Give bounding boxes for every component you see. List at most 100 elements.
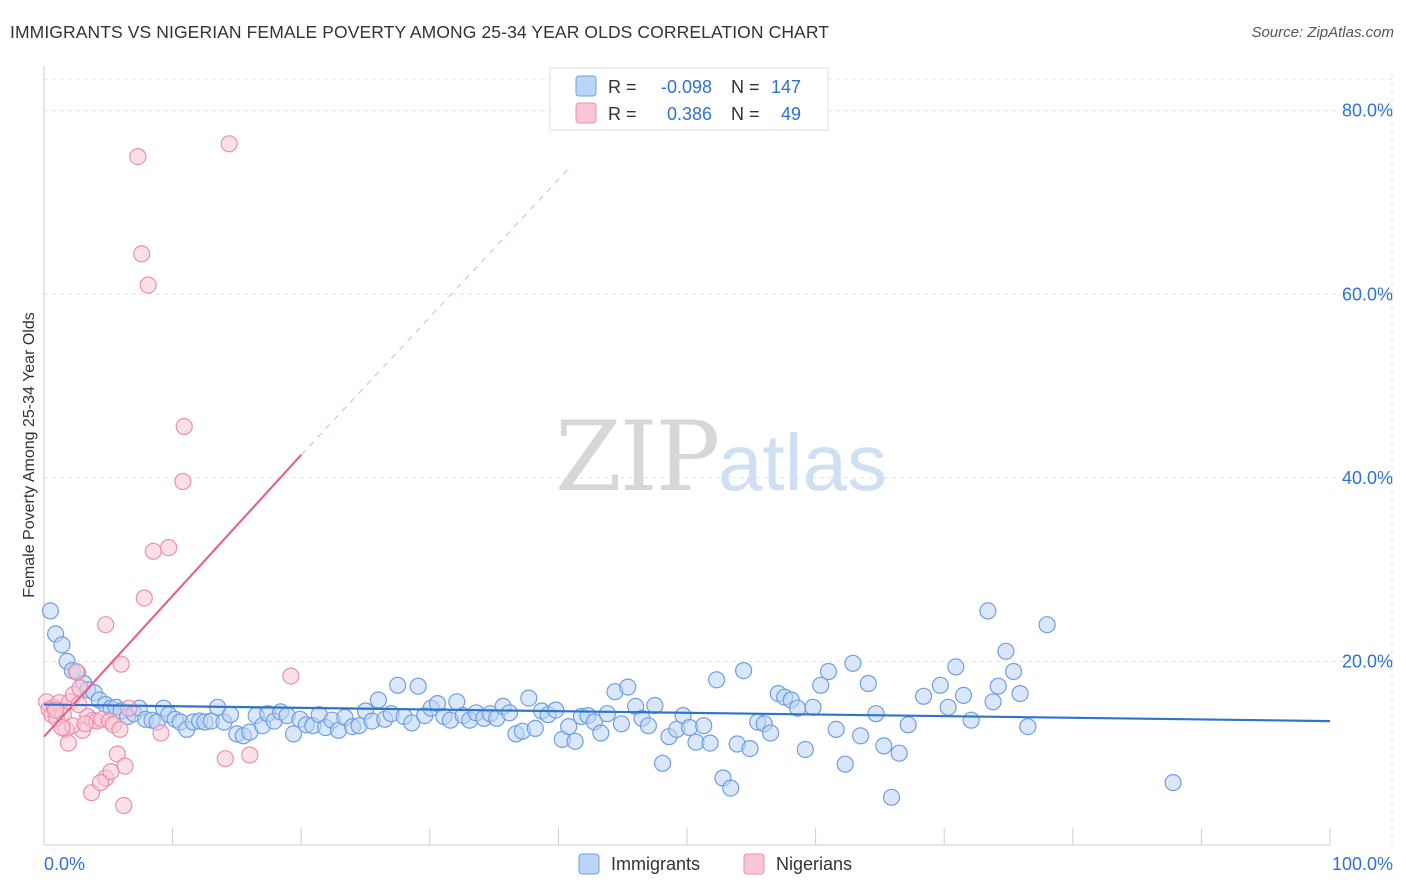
point-immigrants-59 <box>403 714 421 732</box>
bottom-legend-label-nigerians: Nigerians <box>776 854 852 874</box>
point-immigrants-84 <box>566 732 584 750</box>
point-immigrants-78 <box>526 719 544 738</box>
point-immigrants-136 <box>954 686 973 705</box>
point-nigerians-40 <box>102 762 120 781</box>
x-tick-label-0: 0.0% <box>44 854 85 874</box>
chart-title: IMMIGRANTS VS NIGERIAN FEMALE POVERTY AM… <box>10 22 830 42</box>
point-immigrants-138 <box>979 602 997 620</box>
point-nigerians-42 <box>115 796 133 815</box>
point-immigrants-113 <box>761 724 780 742</box>
point-immigrants-144 <box>1019 717 1037 736</box>
point-nigerians-44 <box>46 701 65 719</box>
point-nigerians-34 <box>216 750 234 768</box>
point-nigerians-48 <box>111 720 129 739</box>
point-nigerians-31 <box>175 417 193 436</box>
legend-n-value-immigrants: 147 <box>771 77 801 97</box>
x-tick-label-1: 100.0% <box>1332 854 1393 874</box>
legend-r-value-nigerians: 0.386 <box>667 104 712 124</box>
gridlines <box>44 74 1393 845</box>
point-nigerians-17 <box>97 616 115 634</box>
watermark-zip: ZIP <box>555 401 718 513</box>
point-immigrants-137 <box>962 711 980 729</box>
point-immigrants-134 <box>939 698 957 716</box>
point-immigrants-142 <box>1004 662 1023 681</box>
point-immigrants-133 <box>931 676 949 694</box>
point-nigerians-30 <box>160 538 178 557</box>
point-immigrants-135 <box>947 658 965 676</box>
point-immigrants-54 <box>369 691 387 709</box>
bottom-legend-label-immigrants: Immigrants <box>611 854 700 874</box>
bottom-legend-swatch-immigrants <box>578 853 600 875</box>
point-immigrants-110 <box>741 739 759 758</box>
point-immigrants-96 <box>646 696 664 715</box>
point-immigrants-127 <box>867 705 885 723</box>
y-tick-label-1: 40.0% <box>1342 468 1393 488</box>
legend-n-label-nigerians: N = <box>731 104 760 124</box>
point-immigrants-128 <box>875 737 893 755</box>
point-immigrants-130 <box>890 744 908 762</box>
trend-line-immigrants <box>43 703 1331 723</box>
point-nigerians-45 <box>53 718 71 737</box>
point-immigrants-92 <box>619 678 637 696</box>
source-label: Source: ZipAtlas.com <box>1251 24 1394 41</box>
point-immigrants-105 <box>707 671 726 689</box>
legend-r-value-immigrants: -0.098 <box>661 77 712 97</box>
trend-lines <box>300 165 572 456</box>
point-immigrants-83 <box>560 717 578 736</box>
point-immigrants-119 <box>804 698 822 716</box>
y-axis-label: Female Poverty Among 25-34 Year Olds <box>21 312 38 598</box>
point-immigrants-31 <box>221 706 240 724</box>
point-immigrants-120 <box>812 676 830 694</box>
point-nigerians-47 <box>76 715 94 733</box>
point-nigerians-10 <box>67 662 85 681</box>
y-tick-label-2: 60.0% <box>1342 284 1393 304</box>
legend-n-value-nigerians: 49 <box>781 104 801 124</box>
point-nigerians-33 <box>220 135 238 153</box>
point-nigerians-32 <box>174 472 192 491</box>
point-nigerians-35 <box>241 746 259 764</box>
point-immigrants-107 <box>722 779 740 797</box>
point-immigrants-2 <box>53 636 71 654</box>
legend-r-label-immigrants: R = <box>608 77 637 97</box>
point-immigrants-126 <box>859 674 877 693</box>
point-immigrants-145 <box>1038 616 1056 634</box>
y-tick-label-3: 80.0% <box>1342 101 1393 121</box>
point-nigerians-11 <box>71 679 89 697</box>
point-immigrants-103 <box>695 717 713 735</box>
point-immigrants-101 <box>680 718 699 737</box>
point-immigrants-140 <box>989 677 1007 695</box>
watermark: ZIP atlas <box>555 401 887 513</box>
point-immigrants-141 <box>997 642 1015 660</box>
legend-n-label-immigrants: N = <box>731 77 760 97</box>
legend-r-label-nigerians: R = <box>608 104 637 124</box>
point-immigrants-139 <box>984 693 1002 711</box>
point-nigerians-20 <box>108 745 126 763</box>
point-nigerians-26 <box>135 589 153 607</box>
point-immigrants-77 <box>520 689 538 707</box>
point-immigrants-129 <box>882 788 901 806</box>
data-points <box>37 135 1331 815</box>
legend-swatch-nigerians <box>575 102 597 124</box>
point-immigrants-118 <box>796 740 814 759</box>
point-nigerians-28 <box>144 542 162 560</box>
point-immigrants-122 <box>827 720 845 739</box>
point-immigrants-41 <box>284 725 303 743</box>
point-immigrants-146 <box>1164 773 1182 792</box>
point-immigrants-124 <box>844 654 862 672</box>
point-nigerians-43 <box>91 773 110 792</box>
point-immigrants-125 <box>851 727 870 745</box>
point-nigerians-25 <box>133 245 151 263</box>
y-tick-labels: 20.0% 40.0% 60.0% 80.0% <box>1342 101 1393 672</box>
point-nigerians-37 <box>59 734 78 752</box>
point-immigrants-89 <box>598 705 616 723</box>
trend-line-nigerians <box>43 454 303 738</box>
point-immigrants-143 <box>1011 684 1029 703</box>
point-immigrants-57 <box>389 676 407 694</box>
legend: R = -0.098 N = 147 R = 0.386 N = 49 <box>549 67 829 131</box>
point-immigrants-104 <box>701 734 719 752</box>
point-immigrants-123 <box>836 755 854 773</box>
point-nigerians-27 <box>139 276 157 294</box>
point-nigerians-29 <box>152 724 170 742</box>
point-nigerians-24 <box>129 148 147 166</box>
trend-line-dashed-nigerians <box>300 165 572 456</box>
